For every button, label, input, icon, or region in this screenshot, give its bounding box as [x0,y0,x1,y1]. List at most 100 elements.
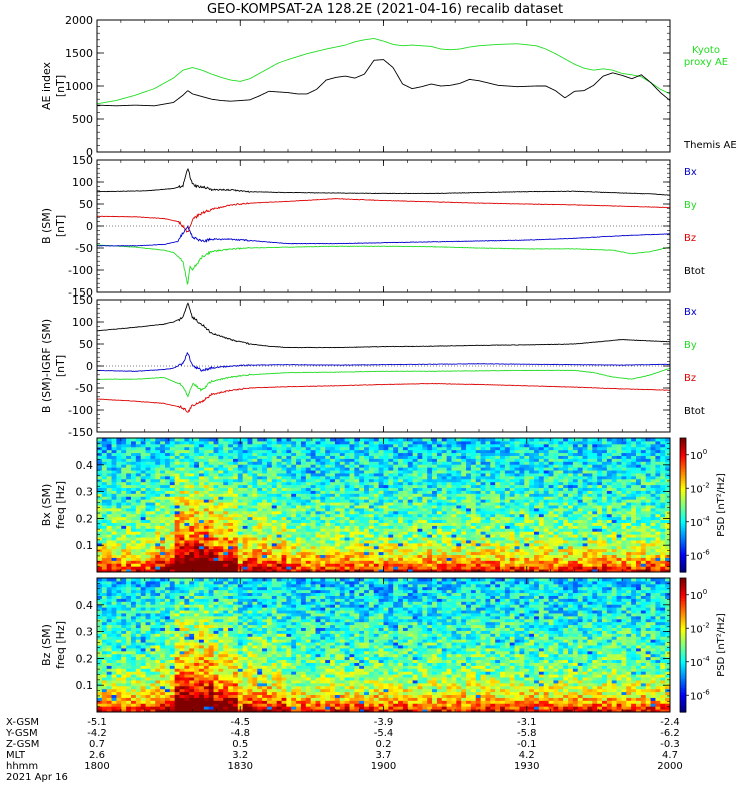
heatmap-cell [519,438,525,442]
heatmap-cell [344,539,351,544]
heatmap-cell [145,464,151,468]
heatmap-cell [252,557,258,561]
heatmap-cell [553,461,559,465]
heatmap-cell [310,446,317,451]
heatmap-cell [101,472,108,477]
heatmap-cell [310,560,317,564]
heatmap-cell [208,467,215,471]
heatmap-cell [504,443,511,448]
heatmap-cell [388,464,394,468]
heatmap-cell [320,452,326,456]
heatmap-cell [160,510,166,515]
heatmap-cell [563,452,569,456]
legend-bz: Bz [684,233,696,244]
heatmap-cell [407,461,414,465]
heatmap-cell [169,525,176,529]
heatmap-cell [247,446,253,451]
heatmap-cell [155,481,161,486]
heatmap-cell [218,554,224,558]
heatmap-cell [504,484,511,489]
heatmap-cell [252,522,258,526]
heatmap-cell [271,478,278,483]
heatmap-cell [320,569,326,573]
heatmap-cell [276,545,283,550]
heatmap-cell [184,534,190,538]
heatmap-cell [393,464,399,468]
heatmap-cell [203,490,210,494]
heatmap-cell [281,475,287,480]
heatmap-cell [208,557,215,561]
heatmap-cell [150,563,156,567]
heatmap-cell [436,478,443,483]
heatmap-cell [359,525,365,529]
heatmap-cell [334,487,341,491]
heatmap-cell [145,557,151,561]
heatmap-cell [398,464,404,468]
heatmap-cell [257,493,263,497]
heatmap-cell [291,545,297,550]
heatmap-cell [466,470,472,474]
heatmap-cell [432,493,438,497]
heatmap-cell [446,569,452,573]
heatmap-cell [111,493,117,497]
heatmap-cell [189,449,195,454]
heatmap-cell [422,458,428,462]
heatmap-cell [548,519,554,523]
heatmap-cell [427,438,433,442]
heatmap-cell [514,499,520,503]
heatmap-cell [145,539,151,544]
heatmap-cell [456,569,462,573]
heatmap-cell [538,484,545,489]
heatmap-cell [160,531,166,535]
heatmap-cell [242,461,249,465]
heatmap-cell [218,551,224,556]
heatmap-cell [106,507,113,512]
heatmap-cell [106,557,113,561]
heatmap-cell [247,528,253,532]
heatmap-cell [145,531,151,535]
heatmap-cell [373,513,380,518]
heatmap-cell [296,563,302,567]
heatmap-cell [495,443,501,448]
heatmap-cell [145,569,151,573]
heatmap-cell [232,545,239,550]
heatmap-cell [368,464,375,468]
heatmap-cell [466,539,472,544]
heatmap-cell [155,566,161,570]
heatmap-cell [257,470,263,474]
heatmap-cell [383,440,389,445]
heatmap-cell [198,455,205,459]
heatmap-cell [446,551,452,556]
heatmap-cell [373,548,380,553]
heatmap-cell [500,537,506,541]
heatmap-cell [427,522,433,526]
heatmap-cell [349,542,355,547]
heatmap-cell [534,458,540,462]
heatmap-cell [232,455,239,459]
heatmap-cell [228,507,234,512]
heatmap-cell [495,554,501,558]
heatmap-cell [296,446,302,451]
heatmap-cell [344,560,351,564]
heatmap-cell [121,551,127,556]
heatmap-cell [126,478,132,483]
heatmap-cell [135,563,142,567]
heatmap-cell [344,505,351,509]
heatmap-cell [140,522,147,526]
heatmap-cell [155,493,161,497]
heatmap-cell [281,563,287,567]
heatmap-cell [116,505,122,509]
heatmap-cell [553,484,559,489]
heatmap-cell [281,551,287,556]
heatmap-cell [354,458,360,462]
heatmap-cell [500,481,506,486]
heatmap-cell [111,461,117,465]
heatmap-cell [145,502,151,506]
heatmap-cell [262,484,268,489]
heatmap-cell [223,510,229,515]
heatmap-cell [320,461,326,465]
heatmap-cell [305,510,312,515]
heatmap-cell [349,443,355,448]
heatmap-cell [388,510,394,515]
heatmap-cell [116,528,122,532]
